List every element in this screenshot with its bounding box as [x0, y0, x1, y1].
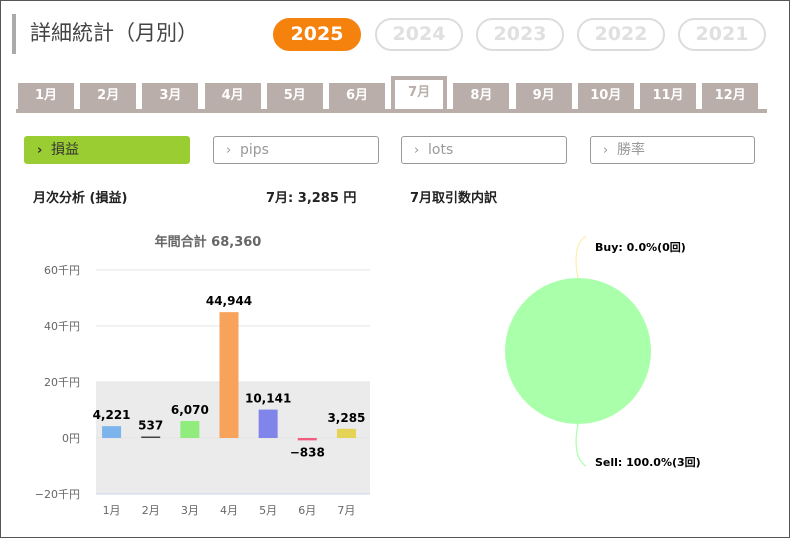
month-tab-12[interactable]: 12月 — [702, 83, 759, 109]
metric-button-label: 勝率 — [617, 142, 645, 158]
month-tab-2[interactable]: 2月 — [80, 83, 137, 109]
pie-label-buy: Buy: 0.0%(0回) — [595, 240, 686, 254]
chevron-right-icon: › — [37, 143, 43, 158]
y-tick-label: 20千円 — [44, 376, 80, 389]
month-tab-11[interactable]: 11月 — [640, 83, 696, 109]
bar-7[interactable] — [336, 428, 356, 438]
pie-connector — [575, 423, 587, 467]
bar-3[interactable] — [180, 421, 200, 438]
x-tick-label: 1月 — [103, 504, 121, 517]
year-button-0[interactable]: 2025 — [273, 18, 361, 51]
year-button-1[interactable]: 2024 — [375, 18, 463, 51]
year-button-4[interactable]: 2021 — [678, 18, 766, 51]
pie-slice-1[interactable] — [505, 278, 651, 424]
month-tab-10[interactable]: 10月 — [577, 83, 634, 109]
month-tab-8[interactable]: 8月 — [453, 83, 510, 109]
trade-breakdown-title: 7月取引数内訳 — [410, 191, 498, 206]
bar-4[interactable] — [219, 312, 239, 438]
month-tab-5[interactable]: 5月 — [266, 83, 323, 109]
year-button-2[interactable]: 2023 — [476, 18, 564, 51]
trade-breakdown-pie-chart: Buy: 0.0%(0回) Sell: 100.0%(3回) — [505, 235, 701, 469]
bar-1[interactable] — [102, 426, 122, 438]
bar-5[interactable] — [258, 409, 278, 438]
data-label: 44,944 — [206, 294, 252, 308]
x-tick-label: 3月 — [181, 504, 199, 517]
y-tick-label: −20千円 — [35, 488, 80, 501]
x-tick-label: 6月 — [298, 504, 316, 517]
chart-title: 年間合計 68,360 — [155, 234, 262, 250]
month-tab-9[interactable]: 9月 — [515, 83, 572, 109]
metric-button-0[interactable]: › 損益 — [24, 136, 190, 164]
metric-button-2[interactable]: › lots — [401, 136, 567, 164]
y-tick-label: 60千円 — [44, 264, 80, 277]
year-button-3[interactable]: 2022 — [577, 18, 665, 51]
month-tab-6[interactable]: 6月 — [329, 83, 385, 109]
monthly-analysis-title: 月次分析 (損益) — [33, 191, 128, 206]
metric-button-label: lots — [428, 142, 454, 158]
y-tick-label: 40千円 — [44, 320, 80, 333]
metric-button-label: 損益 — [51, 142, 79, 158]
month-tab-4[interactable]: 4月 — [204, 83, 261, 109]
y-tick-label: 0円 — [62, 432, 80, 445]
monthly-pnl-bar-chart: 年間合計 68,360 −20千円 0円 20千円 40千円 60千円 4,221 1月 537… — [35, 234, 370, 517]
page-title: 詳細統計（月別） — [12, 14, 198, 54]
month-tab-3[interactable]: 3月 — [142, 83, 199, 109]
data-label: 3,285 — [327, 411, 365, 425]
data-label: 537 — [138, 418, 163, 432]
chevron-right-icon: › — [226, 143, 232, 158]
x-tick-label: 2月 — [142, 504, 160, 517]
chevron-right-icon: › — [414, 143, 420, 158]
x-tick-label: 7月 — [337, 504, 355, 517]
metric-button-1[interactable]: › pips — [213, 136, 379, 164]
data-label: −838 — [290, 445, 325, 459]
month-tabs: 1月 2月 3月 4月 5月 6月 7月 8月 9月 10月 11月 12月 — [16, 76, 767, 113]
x-tick-label: 5月 — [259, 504, 277, 517]
month-value-readout: 7月: 3,285 円 — [266, 191, 357, 206]
x-tick-label: 4月 — [220, 504, 238, 517]
bar-6[interactable] — [297, 438, 317, 441]
data-label: 10,141 — [245, 392, 291, 406]
pie-label-sell: Sell: 100.0%(3回) — [595, 455, 701, 469]
pie-connector — [575, 235, 587, 279]
plot-band — [96, 438, 370, 494]
metric-button-3[interactable]: › 勝率 — [590, 136, 755, 164]
data-label: 6,070 — [171, 403, 209, 417]
chevron-right-icon: › — [603, 143, 609, 158]
metric-button-label: pips — [240, 142, 269, 158]
bar-2[interactable] — [141, 436, 161, 438]
data-label: 4,221 — [93, 408, 131, 422]
month-tab-7[interactable]: 7月 — [391, 76, 448, 109]
month-tab-1[interactable]: 1月 — [18, 83, 74, 109]
